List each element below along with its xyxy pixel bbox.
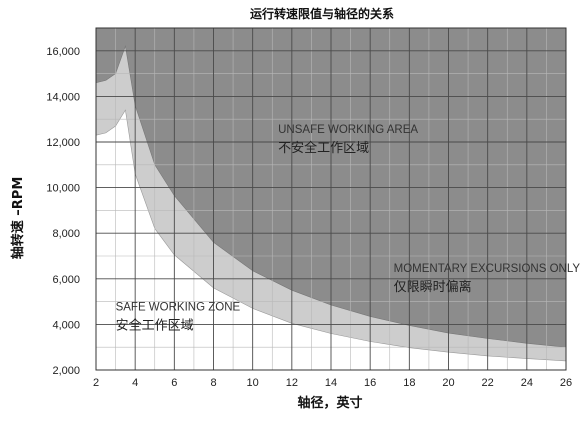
zone-label-safe-en: SAFE WORKING ZONE (116, 302, 241, 314)
y-tick-label: 16,000 (46, 46, 80, 58)
x-tick-label: 24 (521, 377, 533, 389)
plot-frame (95, 27, 567, 371)
x-tick-label: 6 (171, 377, 177, 389)
y-axis-title: 轴转速 –RPM (10, 177, 26, 260)
y-tick-label: 8,000 (52, 228, 80, 240)
y-tick-label: 6,000 (52, 274, 80, 286)
plot-area (95, 27, 567, 371)
x-tick-label: 20 (442, 377, 454, 389)
x-tick-label: 16 (364, 377, 376, 389)
x-tick-label: 12 (286, 377, 298, 389)
tick-labels: 2 4 6 8 10 12 14 16 18 20 22 24 262,0004,0006,0008,0… (46, 46, 572, 389)
zone-label-unsafe-en: UNSAFE WORKING AREA (278, 124, 418, 136)
x-axis-title: 轴径，英寸 (297, 395, 362, 411)
chart-title: 运行转速限值与轴径的关系 (250, 6, 394, 21)
x-tick-label: 14 (325, 377, 337, 389)
y-tick-label: 2,000 (52, 365, 80, 377)
x-tick-label: 8 (210, 377, 216, 389)
x-tick-label: 26 (560, 377, 572, 389)
x-tick-label: 4 (132, 377, 138, 389)
zone-label-momentary-en: MOMENTARY EXCURSIONS ONLY (394, 263, 581, 275)
y-tick-label: 10,000 (46, 183, 80, 195)
zone-label-momentary-cn: 仅限瞬时偏离 (394, 279, 472, 295)
x-tick-label: 10 (247, 377, 259, 389)
x-tick-label: 22 (482, 377, 494, 389)
y-tick-label: 12,000 (46, 137, 80, 149)
zone-label-unsafe-cn: 不安全工作区域 (278, 140, 369, 156)
zone-labels: UNSAFE WORKING AREA 不安全工作区域 MOMENTARY EXCU… (116, 124, 581, 334)
x-tick-label: 18 (403, 377, 415, 389)
y-tick-label: 4,000 (52, 319, 80, 331)
y-tick-label: 14,000 (46, 91, 80, 103)
zone-label-safe-cn: 安全工作区域 (116, 318, 194, 334)
x-tick-label: 2 (93, 377, 99, 389)
